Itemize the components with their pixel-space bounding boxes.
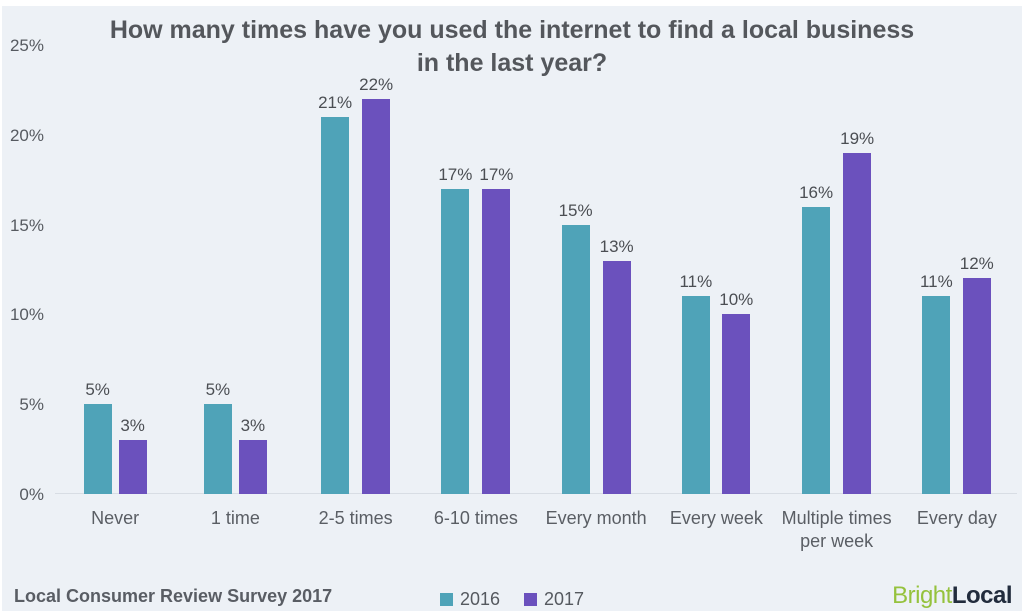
- bar-value-label: 19%: [840, 128, 875, 148]
- source-label: Local Consumer Review Survey 2017: [14, 586, 333, 606]
- bar-value-label: 5%: [85, 380, 110, 400]
- logo-part-local: Local: [951, 582, 1013, 609]
- logo-part-bright: Bright: [892, 582, 952, 609]
- brightlocal-logo: BrightLocal: [892, 582, 1012, 610]
- category-label: Every week: [669, 508, 763, 528]
- bar-value-label: 17%: [479, 164, 514, 184]
- bar-column-2017: 10%: [719, 45, 753, 494]
- y-tick-label: 25%: [9, 36, 44, 55]
- bar-value-label: 21%: [318, 92, 353, 112]
- bar-column-2017: 3%: [118, 45, 147, 494]
- bar-value-label: 3%: [240, 416, 266, 436]
- legend-item-2016: 2016: [439, 589, 500, 609]
- category-label: Every day: [916, 508, 997, 528]
- bar-2017: [843, 152, 872, 494]
- bar-column-2016: 21%: [318, 45, 352, 494]
- bar-pair: 21% 22%: [296, 45, 416, 494]
- bar-group: 15% 13% Every month: [536, 45, 656, 528]
- bar-2016: [802, 206, 831, 494]
- bar-2017: [962, 278, 991, 494]
- y-tick-label: 20%: [9, 125, 44, 145]
- y-tick-label: 10%: [9, 305, 44, 325]
- plot-area: 5% 3% Never 5% 3% 1 time 21% 22% 2-5 times 17% 17%…: [55, 45, 1017, 552]
- bar-value-label: 17%: [438, 164, 473, 184]
- y-tick-label: 0%: [19, 485, 44, 504]
- bar-value-label: 5%: [205, 380, 231, 400]
- bar-column-2017: 12%: [960, 45, 994, 494]
- bar-group: 16% 19% Multiple times per week: [777, 45, 897, 552]
- legend-item-2017: 2017: [524, 590, 584, 608]
- legend-swatch: [524, 592, 537, 606]
- bar-value-label: 13%: [599, 236, 634, 256]
- bar-2016: [83, 404, 112, 494]
- bar-group: 11% 10% Every week: [656, 45, 776, 528]
- category-label: Never: [91, 508, 140, 528]
- bar-group: 17% 17% 6-10 times: [416, 45, 536, 528]
- bar-2016: [922, 296, 951, 494]
- bar-2016: [441, 188, 470, 494]
- bar-pair: 5% 3%: [55, 45, 175, 494]
- bar-column-2016: 5%: [203, 45, 232, 494]
- legend-swatch: [439, 592, 453, 606]
- bar-2017: [602, 260, 631, 494]
- bar-value-label: 11%: [919, 272, 953, 292]
- bar-column-2016: 16%: [799, 45, 833, 494]
- bar-column-2017: 22%: [359, 45, 393, 494]
- bar-value-label: 15%: [558, 200, 593, 220]
- bar-2017: [118, 440, 147, 494]
- bar-value-label: 3%: [120, 416, 145, 436]
- bar-column-2017: 19%: [840, 45, 874, 494]
- bar-column-2017: 13%: [600, 45, 634, 494]
- bar-2017: [482, 188, 511, 494]
- legend-label: 2016: [459, 589, 500, 609]
- category-label: 2-5 times: [318, 508, 393, 528]
- bar-value-label: 11%: [679, 272, 713, 292]
- bar-pair: 11% 12%: [897, 45, 1017, 494]
- bar-2017: [238, 440, 267, 494]
- legend: 2016 2017: [0, 590, 1024, 608]
- bar-value-label: 22%: [359, 74, 394, 94]
- bar-2017: [722, 314, 751, 494]
- category-label: 6-10 times: [433, 508, 518, 528]
- bar-2016: [321, 116, 350, 494]
- bar-2016: [203, 404, 232, 494]
- bar-pair: 5% 3%: [175, 45, 295, 494]
- bar-column-2017: 17%: [479, 45, 513, 494]
- bar-pair: 15% 13%: [536, 45, 656, 494]
- bar-2016: [681, 296, 710, 494]
- category-label: Multiple times per week: [781, 508, 892, 552]
- bar-group: 5% 3% 1 time: [175, 45, 295, 528]
- y-tick-label: 15%: [9, 215, 44, 235]
- bar-2016: [561, 224, 590, 494]
- bar-column-2017: 3%: [238, 45, 267, 494]
- legend-label: 2017: [544, 589, 585, 609]
- bar-value-label: 10%: [719, 290, 754, 310]
- bar-column-2016: 15%: [559, 45, 593, 494]
- bar-pair: 17% 17%: [416, 45, 536, 494]
- category-label: Every month: [545, 508, 647, 528]
- bar-column-2016: 11%: [920, 45, 953, 494]
- bar-group: 21% 22% 2-5 times: [296, 45, 416, 528]
- bar-pair: 11% 10%: [656, 45, 776, 494]
- bar-group: 11% 12% Every day: [897, 45, 1017, 528]
- bar-pair: 16% 19%: [777, 45, 897, 494]
- bar-2017: [362, 98, 391, 494]
- bar-group: 5% 3% Never: [55, 45, 175, 528]
- bar-value-label: 16%: [799, 182, 834, 202]
- bar-value-label: 12%: [959, 254, 994, 274]
- bar-column-2016: 5%: [83, 45, 112, 494]
- y-tick-label: 5%: [19, 395, 44, 415]
- bar-column-2016: 11%: [679, 45, 712, 494]
- x-axis-baseline: [55, 493, 1017, 494]
- bar-column-2016: 17%: [438, 45, 472, 494]
- chart-title: How many times have you used the interne…: [109, 16, 915, 77]
- category-label: 1 time: [210, 508, 260, 528]
